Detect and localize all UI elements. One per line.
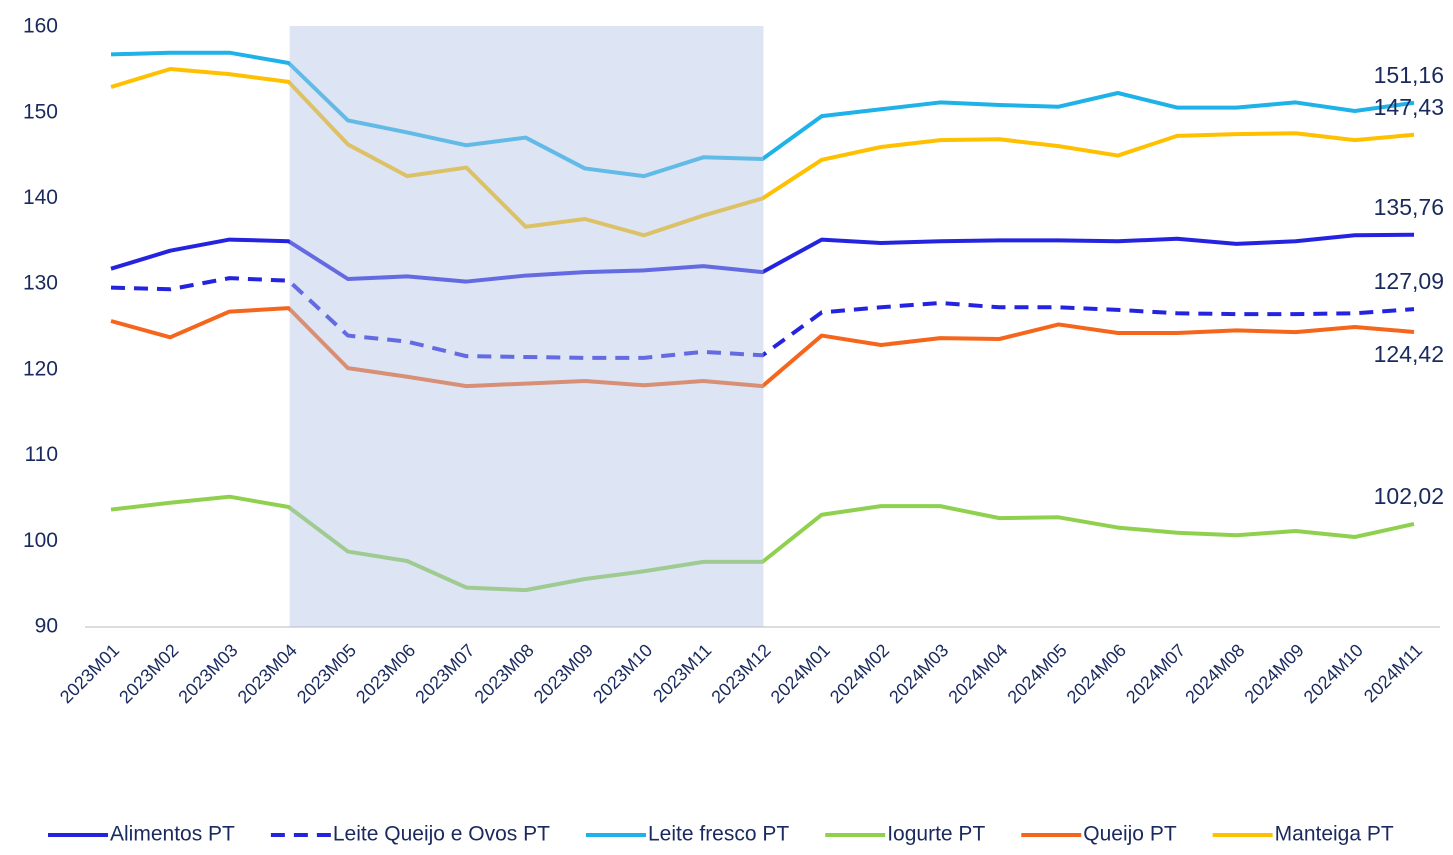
y-tick-label: 130 (23, 272, 58, 295)
legend-label: Manteiga PT (1275, 823, 1394, 846)
y-tick-label: 90 (35, 615, 58, 638)
x-tick-label: 2023M03 (174, 640, 241, 707)
x-tick-label: 2024M07 (1122, 640, 1189, 707)
x-tick-label: 2024M09 (1241, 640, 1308, 707)
series-line (110, 494, 1415, 593)
x-tick-label: 2024M06 (1063, 640, 1130, 707)
legend-label: Leite Queijo e Ovos PT (333, 823, 550, 846)
x-tick-label: 2023M06 (352, 640, 419, 707)
data-label: 102,02 (1374, 483, 1444, 509)
legend-label: Leite fresco PT (648, 823, 789, 846)
x-tick-label: 2024M01 (767, 640, 834, 707)
series-line (110, 306, 1415, 389)
y-tick-label: 160 (23, 15, 58, 38)
x-tick-label: 2024M08 (1181, 640, 1248, 707)
y-tick-label: 100 (23, 529, 58, 552)
y-tick-label: 140 (23, 186, 58, 209)
x-tick-label: 2023M07 (411, 640, 478, 707)
legend-label: Alimentos PT (110, 823, 235, 846)
x-tick-label: 2023M11 (649, 640, 715, 706)
legend-label: Queijo PT (1083, 823, 1177, 846)
x-tick-label: 2024M04 (944, 640, 1011, 707)
x-tick-label: 2023M05 (293, 640, 360, 707)
data-label: 135,76 (1374, 194, 1444, 220)
y-tick-label: 110 (25, 443, 58, 466)
x-tick-label: 2023M10 (589, 640, 656, 707)
data-label: 124,42 (1374, 341, 1444, 367)
series-line (110, 50, 1415, 179)
x-tick-label: 2023M01 (56, 640, 123, 707)
series-line (110, 67, 1415, 238)
series-line (110, 276, 1415, 360)
legend-label: Iogurte PT (887, 823, 985, 846)
x-tick-label: 2024M05 (1004, 640, 1071, 707)
y-tick-label: 150 (23, 100, 58, 123)
x-tick-label: 2023M04 (234, 640, 301, 707)
x-tick-label: 2023M08 (471, 640, 538, 707)
x-tick-label: 2023M02 (115, 640, 182, 707)
shaded-period (289, 26, 764, 627)
data-label: 147,43 (1374, 94, 1444, 120)
data-label: 151,16 (1374, 62, 1444, 88)
x-tick-label: 2024M03 (885, 640, 952, 707)
series-line (110, 232, 1415, 284)
x-tick-label: 2023M09 (530, 640, 597, 707)
data-label: 127,09 (1374, 268, 1444, 294)
x-tick-label: 2023M12 (707, 640, 774, 707)
x-tick-label: 2024M02 (826, 640, 893, 707)
x-tick-label: 2024M11 (1360, 640, 1426, 706)
y-tick-label: 120 (23, 357, 58, 380)
x-tick-label: 2024M10 (1300, 640, 1367, 707)
